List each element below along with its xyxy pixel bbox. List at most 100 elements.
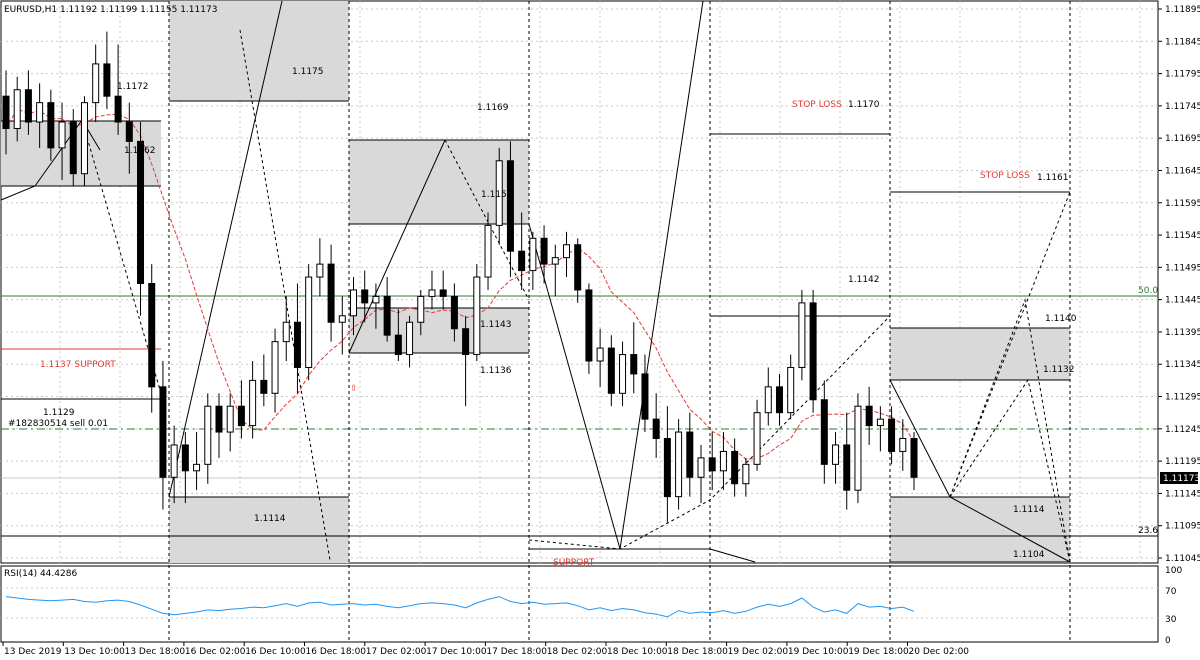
buy-arrow-icon: ⇧ [350,384,358,394]
candle-body [305,276,313,368]
candle-body [338,315,346,323]
time-tick-label: 17 Dec 10:00 [426,647,487,657]
candle-body [630,354,638,375]
candle-body [652,418,660,440]
price-tick-label: 1.11145 [1165,489,1200,499]
price-axis: 1.11895 1.11845 1.11795 1.11745 1.11695 1.116… [1158,5,1200,564]
zones [1,1,1070,563]
current-price-tag [1160,472,1198,484]
horizontal-grid [1,1,1158,563]
candle-body [80,102,88,175]
candle-body [394,334,402,356]
candle-body [551,257,559,265]
price-tick-label: 1.11795 [1165,70,1200,80]
candle-body [607,347,615,394]
price-tick-label: 1.11745 [1165,102,1200,112]
stop-loss-label-1: STOP LOSS [792,100,842,110]
candle-body [406,321,414,356]
dashed-trend-lines [81,29,1071,563]
candle-body [753,412,761,465]
candle-body [843,444,851,491]
candle-body [58,121,66,149]
candle-body [473,276,481,356]
candle-body [450,295,458,330]
current-price-label: 1.11173 [1163,474,1200,484]
price-tick-label: 1.11545 [1165,231,1200,241]
time-tick-label: 17 Dec 02:00 [366,647,427,657]
candle-body [148,283,156,388]
price-tick-label: 1.11195 [1165,457,1200,467]
time-tick-label: 18 Dec 10:00 [607,647,668,657]
trend-6 [709,548,756,563]
label-1104: 1.1104 [1013,550,1045,560]
candle-body [832,444,840,465]
time-tick-label: 13 Dec 2019 [4,647,62,657]
candle-body [439,289,447,297]
zigzag-2 [168,0,283,498]
support-label-2: SUPPORT [553,558,595,568]
candle-body [820,399,828,465]
label-1169: 1.1169 [477,103,509,113]
time-tick-label: 18 Dec 18:00 [667,647,728,657]
candle-body [92,63,100,104]
price-tick-label: 1.11895 [1165,5,1200,15]
candle-body [719,450,727,472]
rsi-tick-label: 70 [1165,587,1177,597]
time-tick-label: 19 Dec 02:00 [728,647,789,657]
label-1143: 1.1143 [480,320,512,330]
candle-body [686,431,694,478]
zone-1140 [890,328,1070,380]
zone-1114a [169,497,349,563]
time-tick-label: 20 Dec 02:00 [909,647,970,657]
candle-body [137,140,145,284]
label-1114a: 1.1114 [254,514,286,524]
level-labels: 1.1172 1.1162 1.1175 1.1169 1.1156 1.114… [8,67,1158,568]
rsi-tick-label: 100 [1165,566,1182,576]
candle-body [787,366,795,414]
label-1136: 1.1136 [480,366,512,376]
price-tick-label: 1.11495 [1165,263,1200,273]
candle-body [271,341,279,394]
candle-body [114,95,122,123]
price-tick-label: 1.11095 [1165,522,1200,532]
candle-body [562,244,570,259]
sell-order-label: #182830514 sell 0.01 [8,419,108,429]
candle-body [36,102,44,123]
rsi-header: RSI(14) 44.4286 [4,569,77,579]
candle-body [585,289,593,362]
label-1129: 1.1129 [43,408,75,418]
candle-body [462,328,470,356]
candle-body [2,95,10,129]
label-1175: 1.1175 [292,67,324,77]
zigzag-1 [0,119,101,201]
candle-body [293,321,301,368]
candle-body [540,237,548,265]
symbol-header: EURUSD,H1 1.11192 1.11199 1.11155 1.1117… [4,5,217,15]
candle-body [417,295,425,323]
label-1170: 1.1170 [848,100,880,110]
candle-body [742,463,750,485]
price-tick-label: 1.11245 [1165,425,1200,435]
candle-body [327,263,335,323]
candle-body [260,379,268,394]
zone-1114b [890,497,1070,563]
time-tick-label: 17 Dec 18:00 [486,647,547,657]
candle-body [764,386,772,414]
candle-body [619,354,627,394]
label-1142: 1.1142 [848,275,880,285]
label-1132: 1.1132 [1043,365,1075,375]
candle-body [193,463,201,472]
rsi-tick-label: 0 [1165,636,1171,646]
candle-body [854,405,862,491]
candle-body [899,438,907,452]
candle-body [125,121,133,142]
candle-body [495,160,503,226]
price-tick-label: 1.11595 [1165,199,1200,209]
candle-body [798,302,806,368]
support-label: 1.1137 SUPPORT [40,360,116,370]
vertical-separators [168,1,1071,642]
label-1140: 1.1140 [1045,314,1077,324]
candle-body [888,418,896,452]
price-tick-label: 1.11695 [1165,134,1200,144]
